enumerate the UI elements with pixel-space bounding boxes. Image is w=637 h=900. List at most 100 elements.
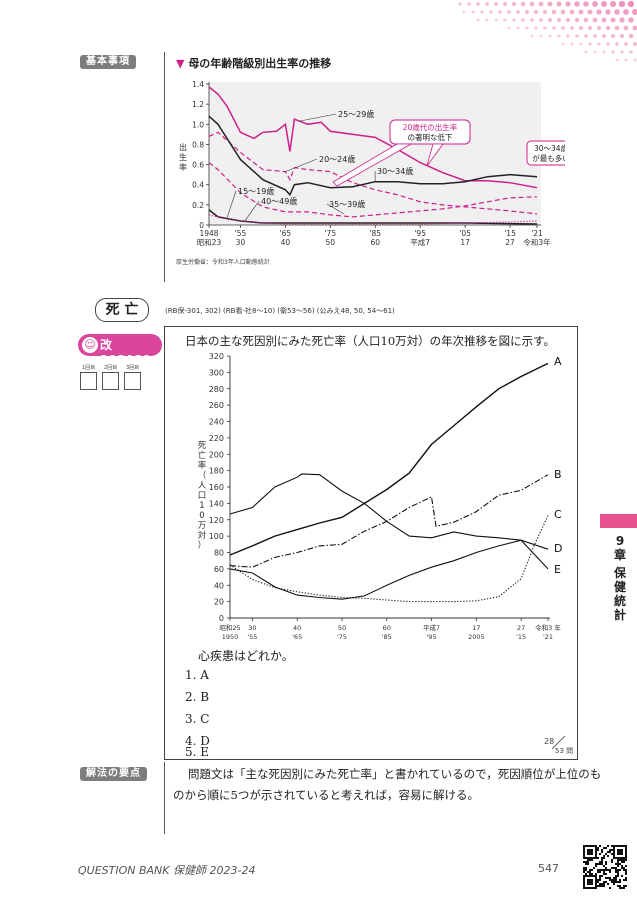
callout-box-2	[526, 140, 565, 166]
x-tick-sublabel: 1950	[222, 633, 239, 641]
qr-module	[585, 867, 587, 869]
decor-dot	[587, 9, 593, 15]
qr-module	[619, 869, 621, 871]
chapter-label: 章 保健統計	[613, 548, 627, 622]
qr-module	[619, 863, 621, 865]
y-tick-label: 20	[214, 598, 224, 607]
qr-module	[625, 869, 627, 871]
decor-dot	[529, 1, 535, 7]
qr-finder	[613, 845, 627, 859]
decor-dot	[538, 1, 544, 7]
qr-module	[621, 875, 623, 877]
y-axis-label-char: 1	[199, 501, 204, 511]
chart1-title-text: 母の年齢階級別出生率の推移	[188, 57, 332, 70]
qr-module	[601, 869, 603, 871]
chapter-title: 9 章 保健統計	[613, 534, 627, 622]
option-4[interactable]: 4. D	[185, 734, 210, 748]
qr-module	[617, 865, 619, 867]
death-heading: 死 亡	[95, 298, 149, 322]
decor-dot	[624, 58, 628, 62]
decor-dot	[458, 2, 462, 6]
decor-dot	[611, 50, 615, 54]
series-line	[208, 214, 538, 225]
option-1[interactable]: 1. A	[185, 668, 209, 682]
series-line-C	[229, 515, 549, 603]
qr-finder-core	[587, 879, 593, 885]
decor-dot	[539, 34, 543, 38]
decor-dot	[565, 1, 571, 7]
decor-dot	[605, 9, 611, 15]
decor-dot	[489, 10, 493, 14]
qr-module	[589, 873, 591, 875]
decorative-dots	[458, 0, 637, 62]
qr-module	[585, 861, 587, 863]
label-35-39: 35～39歳	[329, 199, 365, 209]
x-tick-sublabel: 17	[460, 238, 470, 247]
label-40-49: 40～49歳	[261, 196, 297, 206]
qr-module	[623, 879, 625, 881]
qr-module	[591, 869, 593, 871]
qr-module	[615, 875, 617, 877]
qr-module	[625, 885, 627, 887]
qr-module	[613, 883, 615, 885]
x-tick-label: '85	[369, 229, 381, 238]
qr-module	[625, 865, 627, 867]
option-3[interactable]: 3. C	[185, 712, 210, 726]
checkbox-3[interactable]	[124, 372, 141, 390]
decor-dot	[596, 25, 602, 31]
series-line	[208, 162, 538, 218]
callout-box-1	[389, 119, 471, 145]
decor-dot	[583, 17, 589, 23]
qr-module	[607, 845, 609, 847]
option-2[interactable]: 2. B	[185, 690, 210, 704]
qr-module	[605, 869, 607, 871]
decor-dot	[525, 10, 529, 14]
qr-module	[587, 861, 589, 863]
decor-dot	[579, 26, 583, 30]
y-axis-label-char: 率	[179, 162, 187, 172]
question-box	[164, 326, 578, 760]
option-5[interactable]: 5. E	[185, 745, 210, 759]
y-tick-label: 220	[209, 434, 224, 443]
decor-dot	[542, 9, 548, 15]
series-line-E	[229, 539, 549, 600]
x-tick-sublabel: 令和3年	[523, 237, 551, 247]
decor-dot	[619, 33, 625, 39]
qr-module	[589, 871, 591, 873]
qr-module	[599, 871, 601, 873]
y-tick-label: 0	[219, 614, 224, 623]
qr-module	[595, 865, 597, 867]
series-label-E: E	[554, 563, 561, 576]
y-tick-label: 1.0	[192, 120, 204, 129]
qr-module	[613, 867, 615, 869]
label-20-24-leader	[285, 158, 318, 172]
qr-module	[623, 869, 625, 871]
qr-module	[619, 887, 621, 889]
qr-module	[595, 873, 597, 875]
qr-module	[615, 863, 617, 865]
decor-dot	[570, 26, 574, 30]
qr-module	[603, 847, 605, 849]
x-tick-sublabel: 昭和23	[197, 238, 222, 247]
checkbox-1[interactable]	[80, 372, 97, 390]
decor-dot	[602, 34, 606, 38]
qr-module	[625, 879, 627, 881]
checkbox-2[interactable]	[102, 372, 119, 390]
decor-dot	[565, 17, 571, 23]
decor-dot	[561, 42, 565, 46]
check-label-3: 3回目	[126, 365, 140, 371]
decor-dot	[511, 1, 517, 7]
qr-module	[611, 853, 613, 855]
y-axis-label-char: 人	[198, 481, 207, 491]
series-label-B: B	[554, 468, 562, 481]
qr-module	[585, 873, 587, 875]
qr-module	[621, 865, 623, 867]
decor-dot	[602, 50, 606, 54]
decor-dot	[601, 1, 607, 7]
badge-label: 改108A29	[100, 338, 152, 367]
y-axis-label-char: 口	[198, 491, 207, 501]
qr-module	[611, 881, 613, 883]
decor-dot	[512, 18, 516, 22]
qr-module	[625, 877, 627, 879]
decor-dot	[551, 9, 557, 15]
